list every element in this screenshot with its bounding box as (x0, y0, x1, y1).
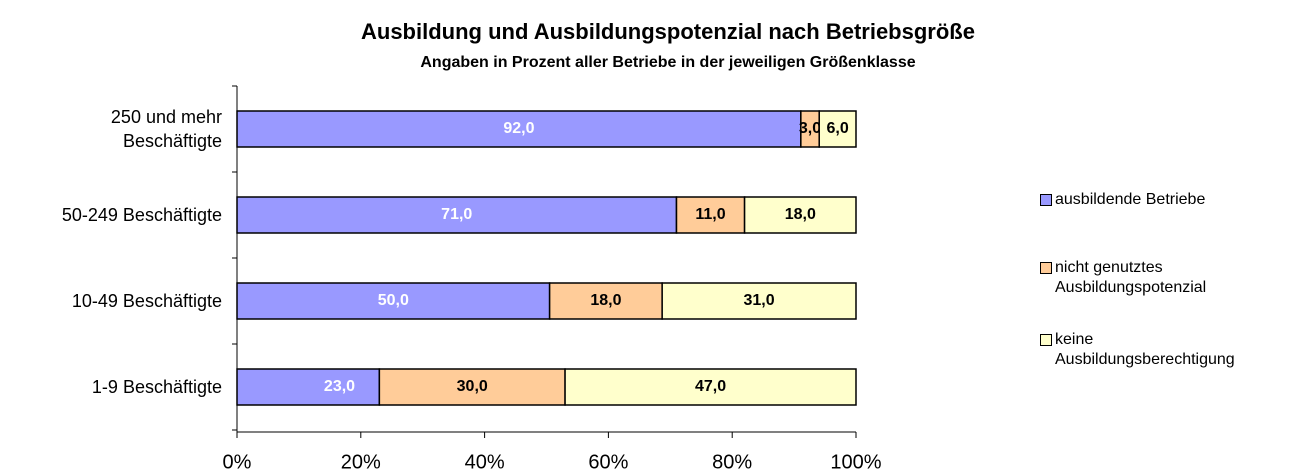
data-label: 23,0 (324, 378, 355, 395)
bar-segment (236, 282, 551, 320)
data-label: 71,0 (441, 206, 472, 223)
legend-entry: nicht genutztes Ausbildungspotenzial (1040, 258, 1270, 298)
chart-subtitle: Angaben in Prozent aller Betriebe in der… (420, 54, 915, 71)
x-tick-label: 20% (341, 451, 381, 473)
chart-title: Ausbildung und Ausbildungspotenzial nach… (361, 19, 975, 44)
legend-entry: keine Ausbildungsberechtigung (1040, 330, 1270, 370)
legend-entry: ausbildende Betriebe (1040, 190, 1270, 210)
bar-segment (818, 110, 857, 148)
data-label: 30,0 (457, 378, 488, 395)
y-tick-label: 250 und mehr Beschäftigte (110, 107, 222, 151)
legend-swatch (1040, 262, 1052, 274)
data-label: 6,0 (826, 120, 848, 137)
data-label: 18,0 (590, 292, 621, 309)
data-label: 3,0 (799, 120, 821, 137)
legend-label: keine Ausbildungsberechtigung (1055, 331, 1235, 368)
data-label: 11,0 (695, 206, 725, 223)
bar-segment (661, 282, 857, 320)
y-tick-label: 50-249 Beschäftigte (61, 205, 222, 225)
bar-segment (236, 196, 678, 234)
legend-swatch (1040, 194, 1052, 206)
data-label: 47,0 (695, 378, 726, 395)
bar-segment (378, 368, 566, 406)
y-tick-label: 10-49 Beschäftigte (71, 291, 222, 311)
y-tick-label: 1-9 Beschäftigte (91, 377, 222, 397)
bar-segment (564, 368, 857, 406)
bar-segment (236, 368, 381, 406)
x-tick-label: 40% (465, 451, 505, 473)
bar-segment (548, 282, 663, 320)
data-label: 18,0 (785, 206, 816, 223)
data-label: 92,0 (503, 120, 534, 137)
legend-label: ausbildende Betriebe (1055, 191, 1206, 208)
x-tick-label: 60% (588, 451, 628, 473)
bar-segment (743, 196, 857, 234)
x-tick-label: 100% (830, 451, 881, 473)
x-tick-label: 80% (712, 451, 752, 473)
legend-label: nicht genutztes Ausbildungspotenzial (1055, 259, 1207, 296)
legend-swatch (1040, 334, 1052, 346)
data-label: 50,0 (378, 292, 409, 309)
data-label: 31,0 (744, 292, 775, 309)
x-tick-label: 0% (223, 451, 252, 473)
